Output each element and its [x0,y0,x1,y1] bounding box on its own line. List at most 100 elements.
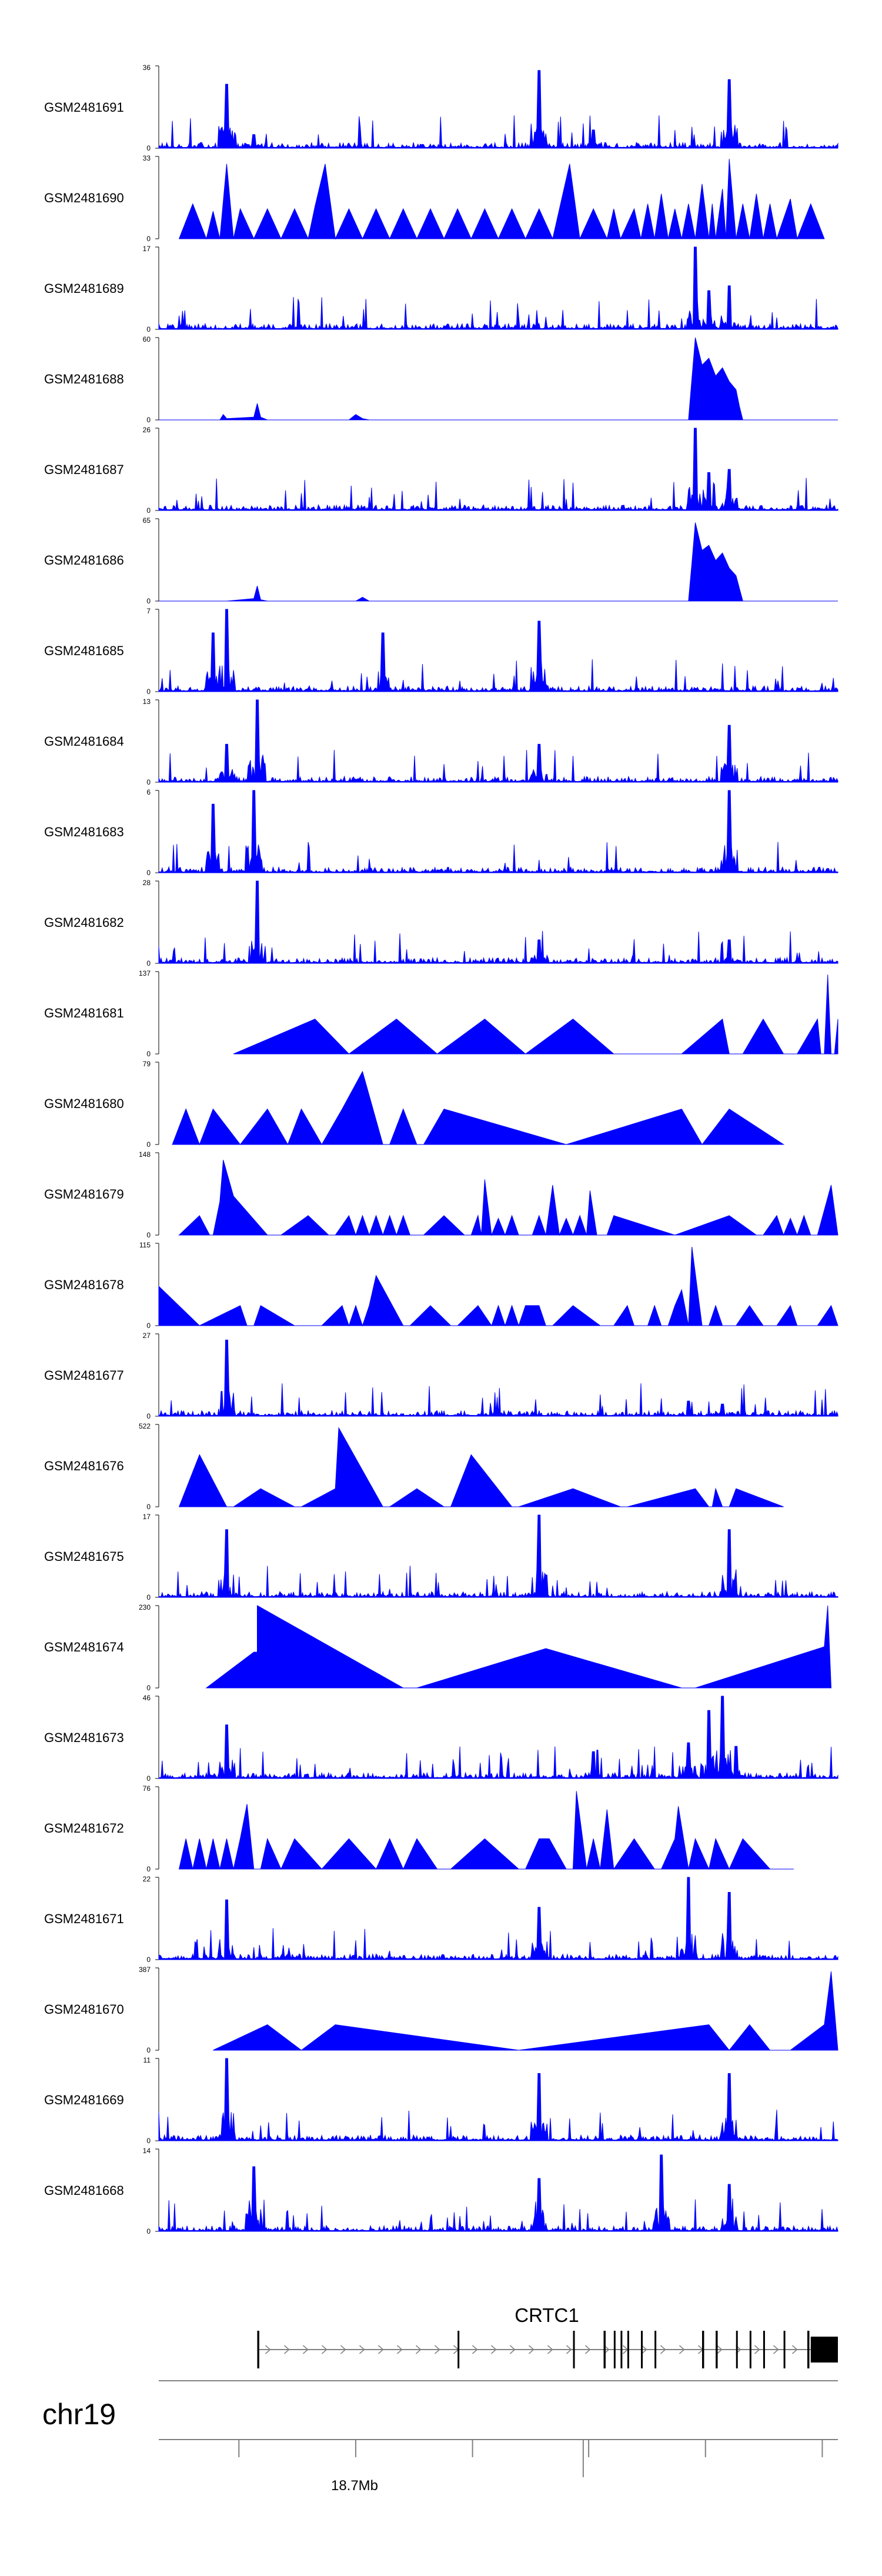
track-GSM2481688: GSM2481688 60 0 [44,335,838,424]
track-label: GSM2481677 [44,1368,124,1383]
exon [257,2331,259,2368]
strand-arrow [566,2345,572,2354]
y-tick-label-min: 0 [146,235,151,243]
exon [736,2331,738,2368]
signal-area [158,1339,838,1417]
track-label: GSM2481675 [44,1549,124,1564]
y-tick-label-max: 79 [143,1060,151,1068]
track-label: GSM2481679 [44,1187,124,1202]
y-tick-label-max: 17 [143,245,151,253]
signal-area [158,428,838,511]
y-tick-label-max: 387 [139,1966,151,1974]
y-tick-label-min: 0 [146,1956,151,1964]
exon [641,2331,643,2368]
strand-arrow [283,2345,290,2354]
track-GSM2481668: GSM2481668 14 0 [44,2147,838,2235]
track-label: GSM2481680 [44,1096,124,1111]
y-tick-label-max: 36 [143,64,151,72]
track-GSM2481684: GSM2481684 13 0 [44,698,838,786]
y-tick-label-min: 0 [146,959,151,967]
strand-arrow [528,2345,534,2354]
y-tick-label-max: 13 [143,698,151,706]
signal-area [159,337,838,421]
track-label: GSM2481674 [44,1640,124,1654]
track-GSM2481676: GSM2481676 522 0 [44,1422,784,1511]
signal-area [158,1877,838,1960]
signal-area [158,1514,838,1598]
strand-arrow [773,2345,779,2354]
chromosome-axis: chr19 18.7Mb [42,2380,838,2494]
track-GSM2481677: GSM2481677 27 0 [44,1332,838,1420]
track-label: GSM2481670 [44,2002,124,2017]
signal-area [178,1791,794,1870]
signal-area [158,790,838,873]
y-tick-label-max: 65 [143,516,151,525]
track-label: GSM2481687 [44,462,124,477]
signal-area [158,70,838,149]
exon [603,2331,606,2368]
strand-arrow [434,2345,440,2354]
y-tick-label-max: 46 [143,1694,151,1702]
strand-arrow [359,2345,365,2354]
strand-arrow [660,2345,666,2354]
y-tick-label-min: 0 [146,506,151,515]
signal-area [178,1160,838,1236]
track-GSM2481681: GSM2481681 137 0 [44,969,838,1058]
y-tick-label-max: 17 [143,1513,151,1521]
track-label: GSM2481673 [44,1730,124,1745]
signal-area [205,1605,832,1689]
y-tick-label-max: 27 [143,1332,151,1340]
exon [654,2331,657,2368]
track-GSM2481674: GSM2481674 230 0 [44,1603,832,1692]
track-GSM2481669: GSM2481669 11 0 [44,2056,838,2145]
exon [763,2331,765,2368]
strand-arrow [472,2345,478,2354]
track-label: GSM2481671 [44,1911,124,1926]
exon [702,2331,704,2368]
y-tick-label-min: 0 [146,144,151,152]
signal-area [158,1247,838,1327]
y-tick-label-max: 230 [139,1603,151,1611]
exon [573,2331,575,2368]
track-GSM2481686: GSM2481686 65 0 [44,516,838,605]
strand-arrow [509,2345,516,2354]
track-label: GSM2481688 [44,372,124,386]
signal-area [158,2058,838,2141]
y-tick-label-min: 0 [146,1322,151,1330]
gene-label: CRTC1 [514,2304,579,2326]
track-label: GSM2481682 [44,915,124,930]
track-GSM2481683: GSM2481683 6 0 [44,788,838,877]
exon [716,2331,718,2368]
y-tick-label-max: 14 [143,2147,151,2155]
y-tick-label-max: 76 [143,1784,151,1793]
track-GSM2481682: GSM2481682 28 0 [44,879,838,967]
y-tick-label-min: 0 [146,597,151,605]
signal-area [172,1070,785,1146]
track-GSM2481670: GSM2481670 387 0 [44,1966,838,2054]
strand-arrow [302,2345,309,2354]
track-GSM2481678: GSM2481678 115 0 [44,1241,838,1330]
exon [457,2331,460,2368]
y-tick-label-max: 6 [146,788,151,796]
strand-arrow [791,2345,798,2354]
signal-area [158,609,838,692]
track-GSM2481672: GSM2481672 76 0 [44,1784,794,1873]
signal-area [158,880,838,964]
strand-arrow [547,2345,553,2354]
y-tick-label-min: 0 [146,869,151,877]
strand-arrow [415,2345,422,2354]
track-label: GSM2481683 [44,825,124,839]
track-GSM2481685: GSM2481685 7 0 [44,607,838,696]
y-tick-label-min: 0 [146,1593,151,1601]
signal-area [213,1971,838,2051]
axis-major-label: 18.7Mb [331,2478,378,2494]
y-tick-label-min: 0 [146,1231,151,1239]
y-tick-label-max: 26 [143,426,151,434]
y-tick-label-max: 28 [143,879,151,887]
exon [613,2331,616,2368]
track-GSM2481691: GSM2481691 36 0 [44,64,838,152]
strand-arrow [340,2345,346,2354]
exon [620,2331,623,2368]
track-label: GSM2481672 [44,1821,124,1836]
